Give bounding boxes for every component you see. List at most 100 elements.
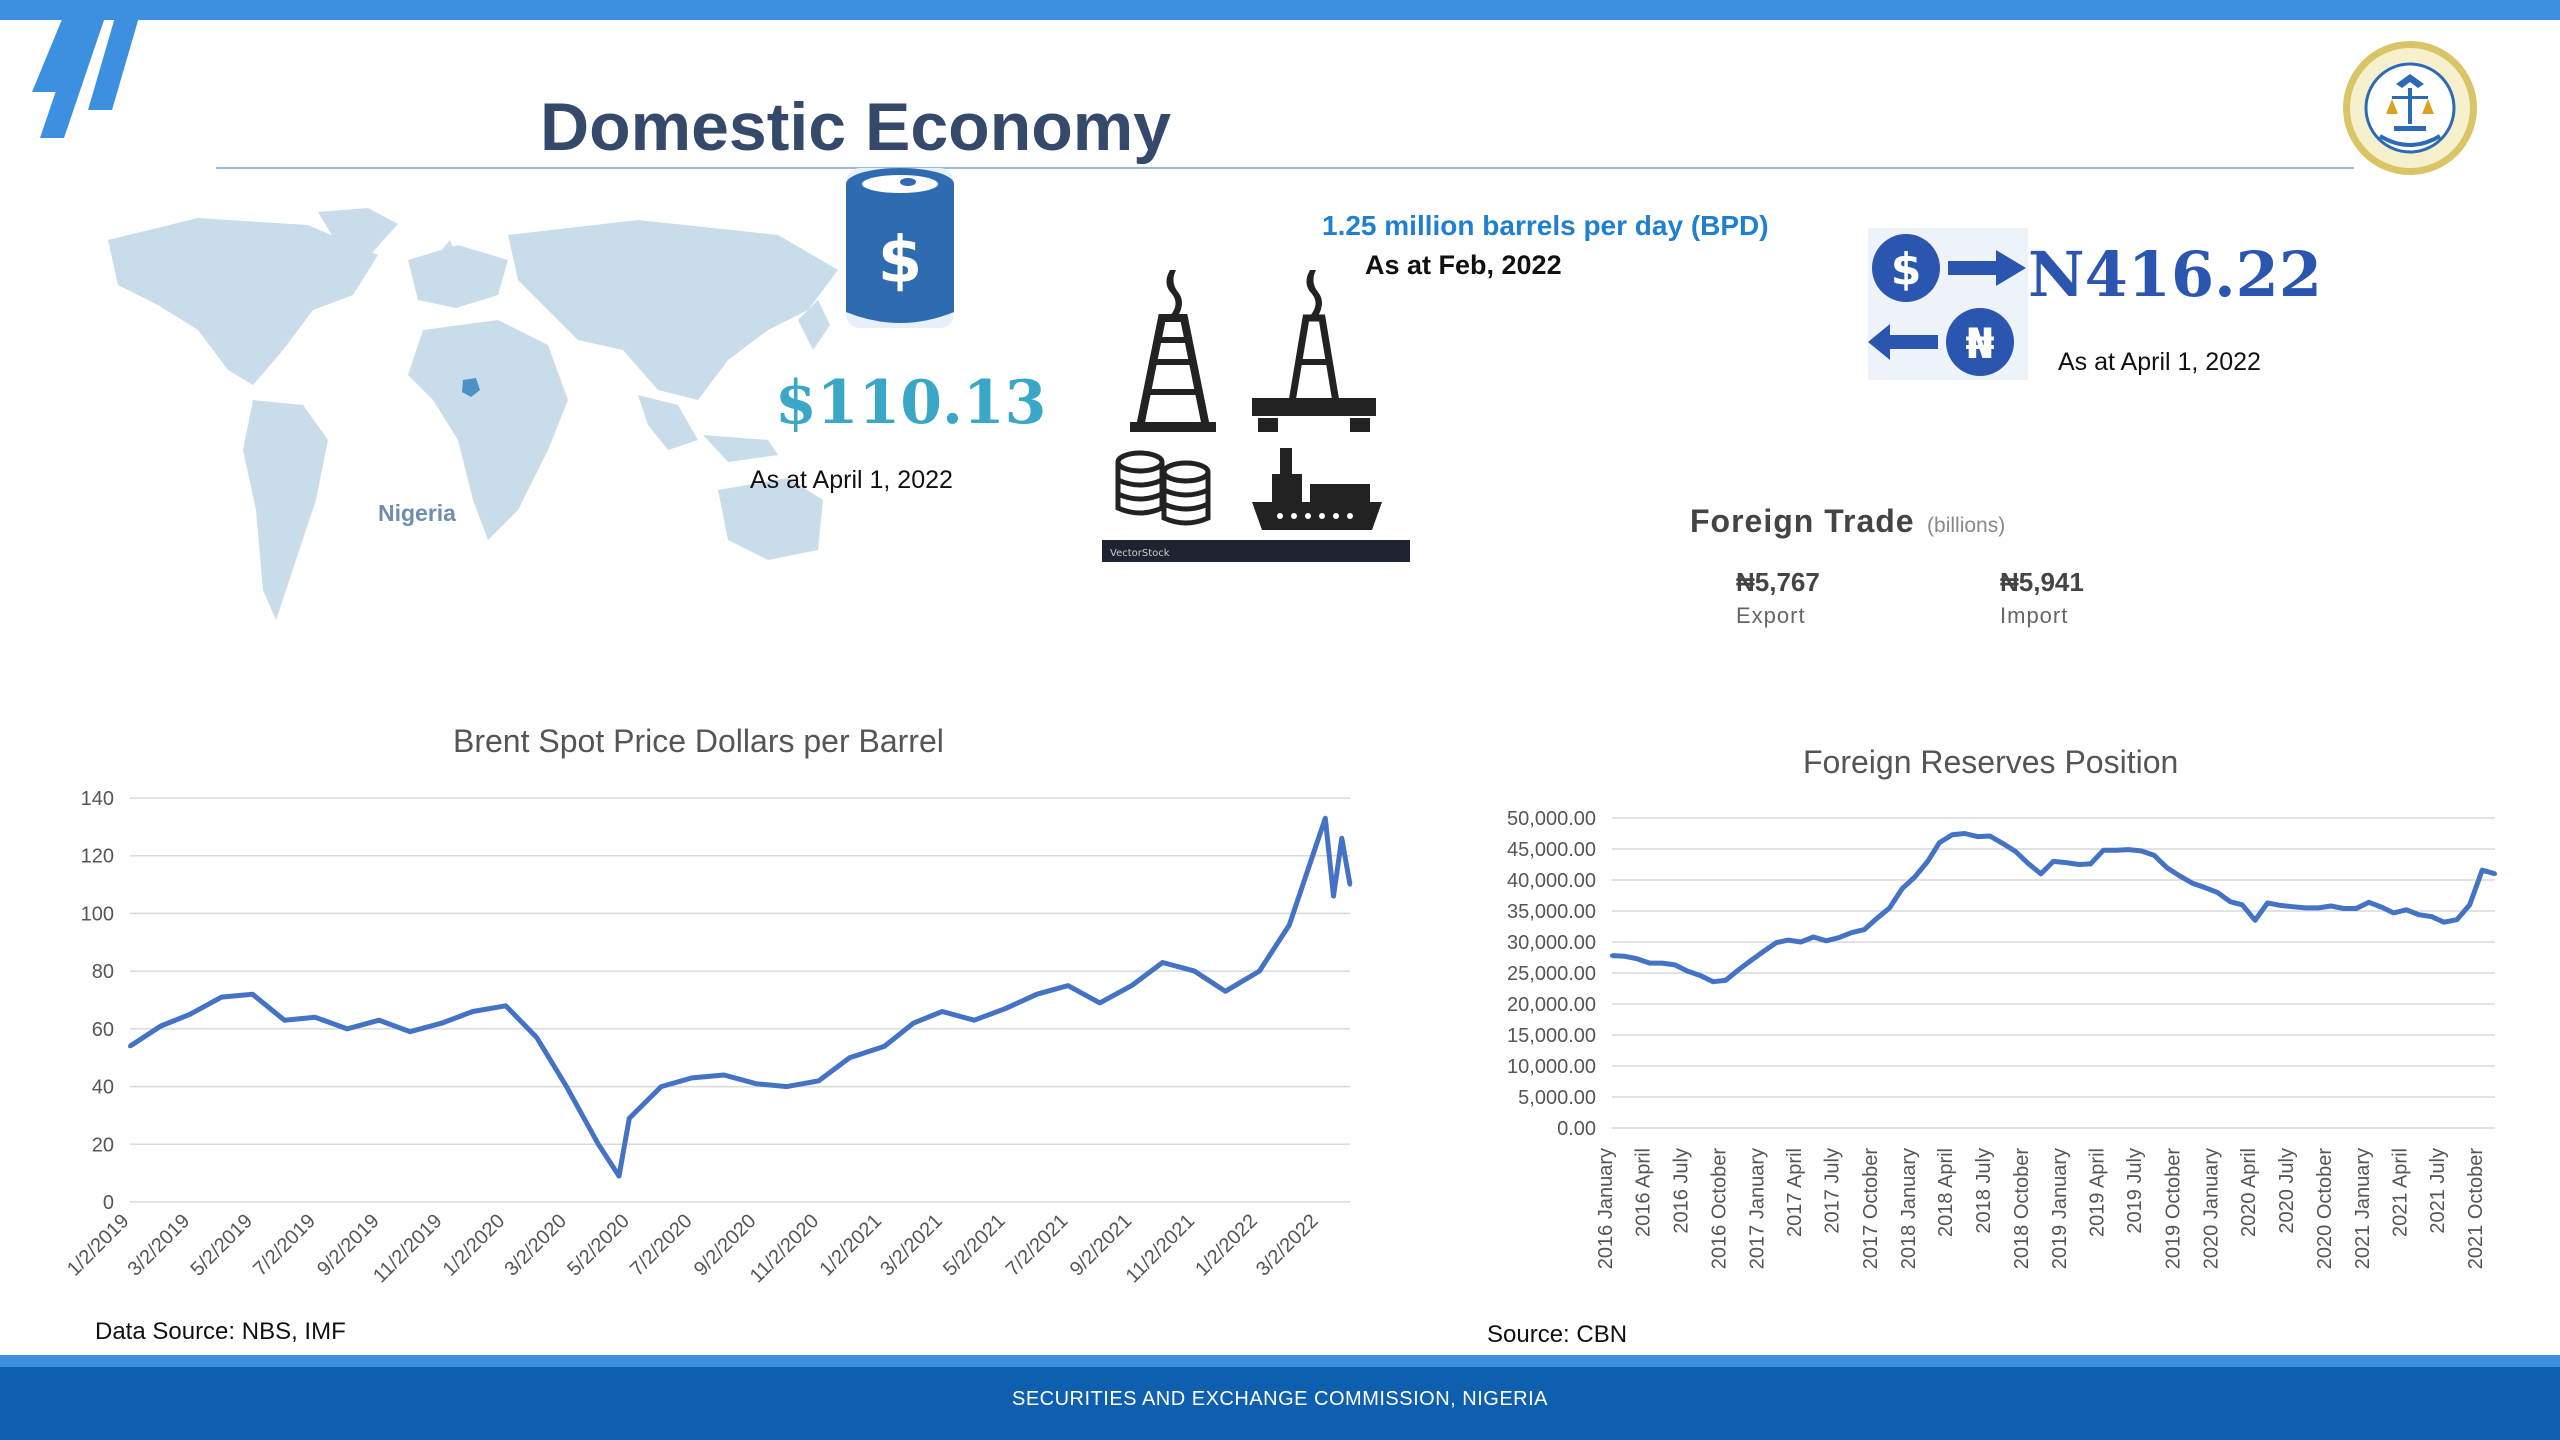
y-tick-label: 60 [92,1019,114,1041]
x-tick-label: 1/2/2021 [816,1210,887,1281]
data-point [1824,938,1829,943]
data-point [617,1174,621,1178]
world-map [108,208,838,620]
x-tick-label: 7/2/2020 [626,1210,697,1281]
x-tick-label: 2017 April [1784,1148,1806,1237]
data-point [345,1026,350,1031]
data-point [847,1055,852,1060]
data-point [816,1078,821,1083]
x-tick-label: 1/2/2019 [63,1210,134,1281]
data-point [2480,868,2485,873]
data-point [2265,900,2270,905]
data-point [2202,885,2207,890]
y-tick-label: 40 [92,1077,114,1099]
data-point [1160,960,1165,965]
y-tick-label: 0.00 [1557,1118,1596,1140]
x-tick-label: 2020 July [2276,1148,2298,1234]
data-point [2064,860,2069,865]
footer-bar [0,1355,2560,1440]
data-point [470,1009,475,1014]
data-point [1761,949,1766,954]
data-point [2113,848,2118,853]
x-tick-label: 2019 April [2086,1148,2108,1237]
data-point [1673,962,1677,967]
data-point [1698,973,1703,978]
data-point [2088,861,2093,866]
data-point [2152,853,2156,858]
data-point [219,995,224,1000]
data-point [1748,958,1753,963]
data-point [1192,969,1197,974]
data-source-right: Source: CBN [1487,1321,1628,1348]
reserves-chart-title: Foreign Reserves Position [1803,744,2179,780]
data-point [1348,882,1352,887]
data-point [1339,836,1344,841]
x-tick-label: 5/2/2021 [939,1210,1010,1281]
data-point [1887,905,1892,910]
page-title: Domestic Economy [540,89,1172,165]
data-point [1937,840,1942,845]
data-point [1987,834,1992,838]
data-point [2000,841,2005,846]
data-point [1610,953,1614,958]
data-point [1065,983,1070,988]
data-point [1798,940,1803,944]
production-date: As at Feb, 2022 [1365,250,1562,280]
export-label: Export [1736,603,1806,628]
x-tick-label: 3/2/2020 [500,1210,571,1281]
y-tick-label: 80 [92,961,114,983]
x-tick-label: 2021 October [2465,1148,2487,1270]
data-point [1331,894,1336,899]
production-headline: 1.25 million barrels per day (BPD) [1322,210,1769,241]
data-point [1685,969,1690,974]
y-tick-label: 30,000.00 [1507,932,1596,954]
data-point [722,1073,726,1077]
x-tick-label: 11/2/2020 [746,1210,823,1287]
oil-price-value: $110.13 [775,368,1047,438]
sec-seal-logo [2343,41,2477,175]
svg-text:$: $ [1891,244,1922,295]
x-tick-label: 2019 October [2162,1148,2184,1270]
data-point [2240,902,2245,907]
series-line [128,815,1353,1179]
export-value: ₦5,767 [1736,567,1820,597]
foreign-trade-unit: (billions) [1927,514,2006,537]
x-tick-label: 1/2/2022 [1191,1210,1262,1281]
data-point [1811,935,1816,939]
data-point [1647,961,1652,966]
x-tick-label: 2016 January [1595,1148,1617,1269]
data-point [2164,865,2169,870]
data-point [2379,905,2384,910]
data-point [2367,900,2371,905]
data-point [1035,992,1039,997]
data-point [503,1003,508,1008]
data-point [1786,938,1791,943]
data-point [1874,916,1879,921]
y-tick-label: 5,000.00 [1518,1087,1596,1109]
data-point [1257,969,1262,974]
data-point [1323,816,1328,821]
y-tick-label: 15,000.00 [1507,1025,1596,1047]
data-point [1975,834,1980,839]
data-point [2278,903,2283,908]
x-tick-label: 7/2/2021 [1002,1210,1073,1281]
top-accent-bar [0,0,2560,20]
data-point [1660,961,1665,966]
reserves-chart: 0.00 5,000.00 10,000.00 15,000.00 20,000.00 2… [1507,808,2497,1270]
data-point [1836,935,1841,940]
data-point [2467,902,2472,907]
footer-text: SECURITIES AND EXCHANGE COMMISSION, NIGE… [1011,1388,1549,1410]
x-tick-label: 2020 April [2238,1148,2260,1237]
map-label-nigeria: Nigeria [378,500,456,526]
y-tick-label: 35,000.00 [1507,901,1596,923]
data-point [1287,923,1292,927]
x-tick-label: 2020 October [2314,1148,2336,1270]
x-tick-label: 2016 October [1709,1148,1731,1270]
y-tick-label: 0 [103,1192,114,1214]
data-point [754,1081,758,1086]
x-tick-label: 2018 January [1898,1148,1920,1269]
data-point [2391,910,2396,915]
import-label: Import [2000,603,2069,628]
x-tick-label: 1/2/2020 [439,1210,510,1281]
oil-barrel-dollar-icon: $ [846,168,954,328]
